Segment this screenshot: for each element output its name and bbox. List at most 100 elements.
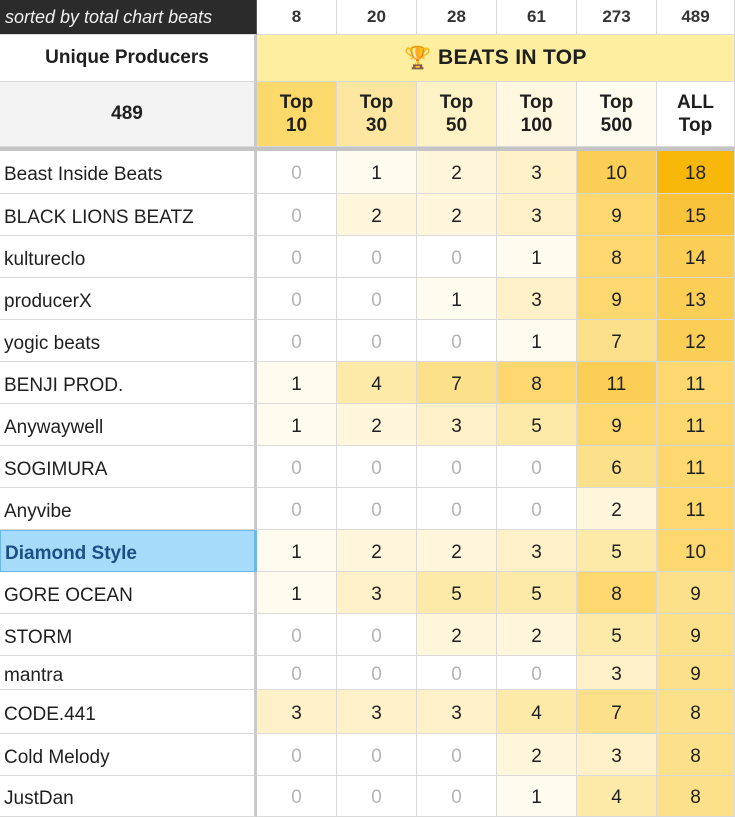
beat-count-cell[interactable]: 0 <box>337 614 417 656</box>
producer-name[interactable]: yogic beats <box>0 320 257 362</box>
beat-count-cell[interactable]: 2 <box>337 530 417 572</box>
beat-count-cell[interactable]: 0 <box>417 488 497 530</box>
beat-count-cell[interactable]: 18 <box>657 151 735 194</box>
beat-count-cell[interactable]: 0 <box>337 488 417 530</box>
producer-name[interactable]: Cold Melody <box>0 734 257 776</box>
beat-count-cell[interactable]: 5 <box>497 572 577 614</box>
beat-count-cell[interactable]: 7 <box>577 320 657 362</box>
beat-count-cell[interactable]: 1 <box>257 404 337 446</box>
beat-count-cell[interactable]: 1 <box>257 572 337 614</box>
beat-count-cell[interactable]: 5 <box>497 404 577 446</box>
beat-count-cell[interactable]: 0 <box>257 151 337 194</box>
beat-count-cell[interactable]: 0 <box>257 614 337 656</box>
producer-name[interactable]: mantra <box>0 656 257 690</box>
beat-count-cell[interactable]: 2 <box>417 151 497 194</box>
column-header[interactable]: Top 30 <box>337 82 417 147</box>
beat-count-cell[interactable]: 0 <box>417 776 497 817</box>
beat-count-cell[interactable]: 0 <box>497 446 577 488</box>
beat-count-cell[interactable]: 4 <box>577 776 657 817</box>
beat-count-cell[interactable]: 11 <box>657 446 735 488</box>
beat-count-cell[interactable]: 11 <box>577 362 657 404</box>
producer-name[interactable]: JustDan <box>0 776 257 817</box>
column-header[interactable]: Top 500 <box>577 82 657 147</box>
beat-count-cell[interactable]: 3 <box>417 690 497 734</box>
beat-count-cell[interactable]: 1 <box>497 236 577 278</box>
beat-count-cell[interactable]: 5 <box>577 614 657 656</box>
beat-count-cell[interactable]: 0 <box>417 320 497 362</box>
beat-count-cell[interactable]: 2 <box>497 614 577 656</box>
producer-name[interactable]: Anywaywell <box>0 404 257 446</box>
beat-count-cell[interactable]: 0 <box>257 320 337 362</box>
beat-count-cell[interactable]: 1 <box>257 362 337 404</box>
beat-count-cell[interactable]: 2 <box>417 194 497 236</box>
producer-name[interactable]: STORM <box>0 614 257 656</box>
beat-count-cell[interactable]: 0 <box>337 320 417 362</box>
beat-count-cell[interactable]: 11 <box>657 488 735 530</box>
producer-name[interactable]: Beast Inside Beats <box>0 151 257 194</box>
beat-count-cell[interactable]: 0 <box>417 236 497 278</box>
beat-count-cell[interactable]: 2 <box>337 404 417 446</box>
beat-count-cell[interactable]: 0 <box>337 236 417 278</box>
beat-count-cell[interactable]: 0 <box>417 734 497 776</box>
beat-count-cell[interactable]: 1 <box>417 278 497 320</box>
beat-count-cell[interactable]: 0 <box>257 446 337 488</box>
beat-count-cell[interactable]: 0 <box>337 446 417 488</box>
beat-count-cell[interactable]: 2 <box>577 488 657 530</box>
beat-count-cell[interactable]: 1 <box>257 530 337 572</box>
producer-name[interactable]: BENJI PROD. <box>0 362 257 404</box>
beat-count-cell[interactable]: 3 <box>497 278 577 320</box>
beat-count-cell[interactable]: 9 <box>577 278 657 320</box>
beat-count-cell[interactable]: 5 <box>417 572 497 614</box>
column-header[interactable]: Top 10 <box>257 82 337 147</box>
beat-count-cell[interactable]: 14 <box>657 236 735 278</box>
beat-count-cell[interactable]: 7 <box>417 362 497 404</box>
producer-name[interactable]: Anyvibe <box>0 488 257 530</box>
producer-name[interactable]: kultureclo <box>0 236 257 278</box>
beat-count-cell[interactable]: 15 <box>657 194 735 236</box>
beat-count-cell[interactable]: 0 <box>417 446 497 488</box>
beat-count-cell[interactable]: 0 <box>257 194 337 236</box>
beat-count-cell[interactable]: 3 <box>337 572 417 614</box>
beat-count-cell[interactable]: 3 <box>337 690 417 734</box>
beat-count-cell[interactable]: 3 <box>497 530 577 572</box>
beat-count-cell[interactable]: 12 <box>657 320 735 362</box>
beat-count-cell[interactable]: 10 <box>657 530 735 572</box>
beat-count-cell[interactable]: 2 <box>417 530 497 572</box>
beat-count-cell[interactable]: 6 <box>577 446 657 488</box>
column-header[interactable]: Top 100 <box>497 82 577 147</box>
producer-name-highlighted[interactable]: Diamond Style <box>0 530 257 572</box>
beat-count-cell[interactable]: 1 <box>497 776 577 817</box>
beat-count-cell[interactable]: 8 <box>657 776 735 817</box>
beat-count-cell[interactable]: 0 <box>337 656 417 690</box>
producer-name[interactable]: SOGIMURA <box>0 446 257 488</box>
beat-count-cell[interactable]: 0 <box>497 656 577 690</box>
beat-count-cell[interactable]: 8 <box>577 236 657 278</box>
beat-count-cell[interactable]: 8 <box>657 690 735 734</box>
beat-count-cell[interactable]: 1 <box>337 151 417 194</box>
beat-count-cell[interactable]: 0 <box>257 656 337 690</box>
beat-count-cell[interactable]: 7 <box>577 690 657 734</box>
beat-count-cell[interactable]: 9 <box>657 572 735 614</box>
beat-count-cell[interactable]: 13 <box>657 278 735 320</box>
beat-count-cell[interactable]: 0 <box>417 656 497 690</box>
beat-count-cell[interactable]: 3 <box>497 151 577 194</box>
beat-count-cell[interactable]: 3 <box>257 690 337 734</box>
beat-count-cell[interactable]: 11 <box>657 362 735 404</box>
beat-count-cell[interactable]: 0 <box>497 488 577 530</box>
beat-count-cell[interactable]: 4 <box>497 690 577 734</box>
column-header[interactable]: Top 50 <box>417 82 497 147</box>
beat-count-cell[interactable]: 3 <box>417 404 497 446</box>
beat-count-cell[interactable]: 0 <box>337 278 417 320</box>
producer-name[interactable]: CODE.441 <box>0 690 257 734</box>
beat-count-cell[interactable]: 2 <box>337 194 417 236</box>
producer-name[interactable]: BLACK LIONS BEATZ <box>0 194 257 236</box>
beat-count-cell[interactable]: 2 <box>497 734 577 776</box>
producer-name[interactable]: GORE OCEAN <box>0 572 257 614</box>
beat-count-cell[interactable]: 9 <box>577 404 657 446</box>
beat-count-cell[interactable]: 9 <box>657 614 735 656</box>
beat-count-cell[interactable]: 2 <box>417 614 497 656</box>
beat-count-cell[interactable]: 3 <box>577 656 657 690</box>
beat-count-cell[interactable]: 11 <box>657 404 735 446</box>
beat-count-cell[interactable]: 9 <box>577 194 657 236</box>
beat-count-cell[interactable]: 9 <box>657 656 735 690</box>
